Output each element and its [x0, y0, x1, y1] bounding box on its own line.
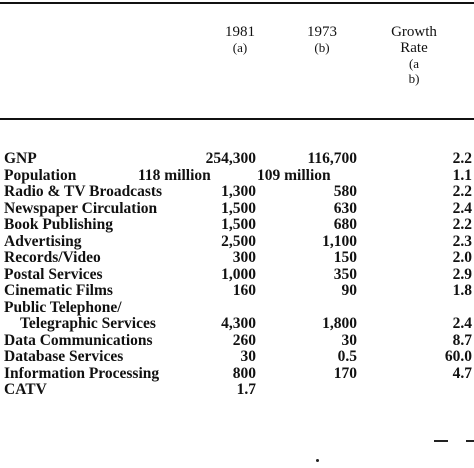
value-growth: 1.1	[452, 166, 472, 184]
value-growth: 1.8	[452, 282, 472, 299]
value-1973: 116,700	[307, 150, 357, 167]
table-row-telegraphic-services: Telegraphic Services 4,300 1,800 2.4	[0, 315, 474, 333]
header-1981-tag: (a)	[232, 40, 248, 55]
value-1973: 680	[333, 216, 357, 233]
header-rule	[0, 118, 474, 120]
row-label: Database Services	[4, 348, 124, 365]
value-growth: 2.2	[452, 150, 472, 167]
table-row-gnp: GNP 254,300 116,700 2.2	[0, 150, 474, 168]
row-label: Public Telephone/	[4, 298, 122, 316]
table-row-information-processing: Information Processing 800 170 4.7	[0, 364, 474, 383]
value-1973: 350	[333, 265, 357, 283]
table-row-book-publishing: Book Publishing 1,500 680 2.2	[0, 216, 474, 234]
row-label: Cinematic Films	[4, 282, 113, 299]
value-1981: 2,500	[221, 232, 256, 250]
row-label: Records/Video	[4, 249, 101, 266]
row-label: Telegraphic Services	[20, 315, 156, 332]
value-1981: 160	[232, 282, 256, 299]
value-1981: 118 million	[138, 166, 211, 184]
table-row-data-communications: Data Communications 260 30 8.7	[0, 331, 474, 350]
value-1981: 1,300	[221, 183, 256, 200]
table-row-radio-tv: Radio & TV Broadcasts 1,300 580 2.2	[0, 183, 474, 201]
value-growth: 2.2	[452, 183, 472, 200]
value-1981: 30	[240, 348, 257, 365]
value-1981: 300	[232, 249, 256, 266]
value-growth: 60.0	[444, 348, 472, 365]
value-growth: 2.0	[452, 249, 472, 266]
table-row-database-services: Database Services 30 0.5 60.0	[0, 348, 474, 366]
table-row-newspaper: Newspaper Circulation 1,500 630 2.4	[0, 199, 474, 218]
table-row-records-video: Records/Video 300 150 2.0	[0, 249, 474, 267]
value-growth: 2.4	[452, 315, 472, 332]
value-1973: 580	[333, 183, 357, 200]
value-growth: 2.9	[452, 265, 472, 283]
value-1973: 630	[333, 199, 357, 217]
row-label: GNP	[4, 150, 37, 167]
header-1973-tag: (b)	[314, 40, 330, 55]
header-1973: 1973 (b)	[292, 24, 352, 56]
header-growth-line-4: b)	[408, 71, 420, 86]
top-rule	[0, 2, 474, 4]
value-growth: 4.7	[452, 364, 472, 382]
table-body: GNP 254,300 116,700 2.2 Population 118 m…	[0, 150, 474, 399]
value-1973: 30	[341, 331, 358, 349]
value-1973: 1,800	[322, 315, 357, 332]
row-label: Postal Services	[4, 265, 103, 283]
row-label: Data Communications	[4, 331, 153, 349]
value-1981: 800	[232, 364, 256, 382]
row-label: Population	[4, 166, 77, 184]
value-1973: 90	[341, 282, 358, 299]
value-1973: 150	[333, 249, 357, 266]
table-row-catv: CATV 1.7	[0, 381, 474, 399]
value-growth: 8.7	[452, 331, 472, 349]
header-1981-year: 1981	[225, 24, 255, 40]
value-1973: 170	[333, 364, 357, 382]
row-label: Advertising	[4, 232, 82, 250]
value-1981: 254,300	[205, 150, 256, 167]
header-growth-line-3: (a	[408, 56, 420, 71]
value-1973: 1,100	[322, 232, 357, 250]
value-1973: 0.5	[337, 348, 357, 365]
row-label: Book Publishing	[4, 216, 113, 233]
table-row-cinematic-films: Cinematic Films 160 90 1.8	[0, 282, 474, 300]
row-label: Information Processing	[4, 364, 160, 382]
value-1981: 260	[232, 331, 256, 349]
value-growth: 2.2	[452, 216, 472, 233]
row-label: Newspaper Circulation	[4, 199, 158, 217]
header-1981: 1981 (a)	[210, 24, 270, 56]
value-growth: 2.3	[452, 232, 472, 250]
table-row-postal-services: Postal Services 1,000 350 2.9	[0, 265, 474, 284]
row-label: CATV	[4, 381, 47, 398]
scan-dash-mark	[434, 440, 448, 442]
header-growth-line-1: Growth	[391, 24, 437, 40]
table-row-public-telephone: Public Telephone/	[0, 298, 474, 317]
scan-dash-mark	[466, 440, 474, 442]
value-growth: 2.4	[452, 199, 472, 217]
value-1981: 1.7	[236, 381, 256, 398]
header-growth-rate: Growth Rate (a b)	[378, 24, 450, 86]
table-row-population: Population 118 million 109 million 1.1	[0, 166, 474, 185]
value-1981: 1,500	[221, 199, 256, 217]
value-1981: 1,500	[221, 216, 256, 233]
value-1981: 4,300	[221, 315, 256, 332]
value-1973: 109 million	[257, 166, 331, 184]
table-row-advertising: Advertising 2,500 1,100 2.3	[0, 232, 474, 251]
header-growth-line-2: Rate	[400, 40, 428, 56]
value-1981: 1,000	[221, 265, 256, 283]
header-1973-year: 1973	[307, 24, 337, 40]
scan-dot-mark	[316, 459, 319, 462]
row-label: Radio & TV Broadcasts	[4, 183, 163, 200]
